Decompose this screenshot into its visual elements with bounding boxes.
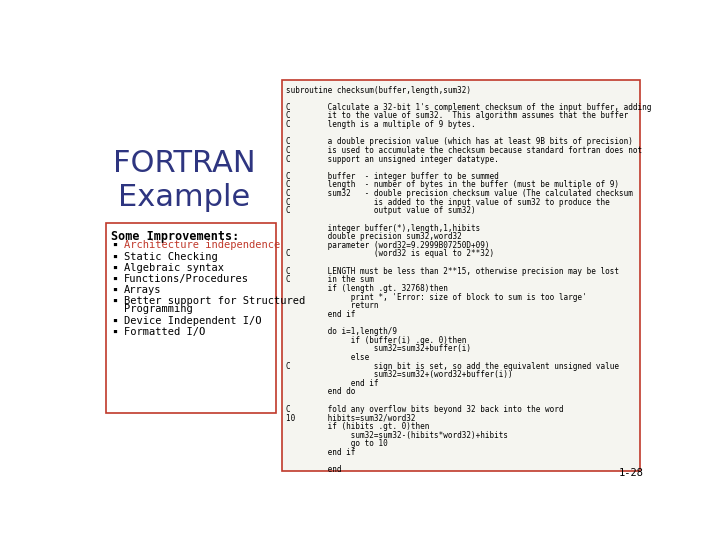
Text: Static Checking: Static Checking <box>124 252 218 261</box>
Text: C        LENGTH must be less than 2**15, otherwise precision may be lost: C LENGTH must be less than 2**15, otherw… <box>286 267 619 276</box>
Text: print *, 'Error: size of block to sum is too large': print *, 'Error: size of block to sum is… <box>286 293 587 301</box>
Text: C        it to the value of sum32.  This algorithm assumes that the buffer: C it to the value of sum32. This algorit… <box>286 111 629 120</box>
Text: ▪: ▪ <box>112 274 117 283</box>
Text: do i=1,length/9: do i=1,length/9 <box>286 327 397 336</box>
Text: ▪: ▪ <box>112 316 117 325</box>
FancyBboxPatch shape <box>106 224 276 413</box>
Text: sum32=sum32-(hibits*word32)+hibits: sum32=sum32-(hibits*word32)+hibits <box>286 430 508 440</box>
Text: sum32=sum32+(word32+buffer(i)): sum32=sum32+(word32+buffer(i)) <box>286 370 513 379</box>
Text: C        sum32   - double precision checksum value (The calculated checksum: C sum32 - double precision checksum valu… <box>286 189 633 198</box>
Text: double precision sum32,word32: double precision sum32,word32 <box>286 232 462 241</box>
Text: end if: end if <box>286 448 356 457</box>
Text: Programming: Programming <box>124 304 193 314</box>
Text: C                  sign bit is set, so add the equivalent unsigned value: C sign bit is set, so add the equivalent… <box>286 362 619 370</box>
Text: Formatted I/O: Formatted I/O <box>124 327 205 338</box>
Text: end: end <box>286 465 341 474</box>
Text: ▪: ▪ <box>112 240 117 249</box>
Text: C        support an unsigned integer datatype.: C support an unsigned integer datatype. <box>286 154 499 164</box>
Text: parameter (word32=9.2999B07250D+09): parameter (word32=9.2999B07250D+09) <box>286 241 490 250</box>
Text: C        a double precision value (which has at least 9B bits of precision): C a double precision value (which has at… <box>286 137 633 146</box>
Text: C        Calculate a 32-bit 1's complement checksum of the input buffer, adding: C Calculate a 32-bit 1's complement chec… <box>286 103 652 112</box>
Text: go to 10: go to 10 <box>286 439 388 448</box>
Text: if (length .gt. 32768)then: if (length .gt. 32768)then <box>286 284 448 293</box>
Text: Architecture independence: Architecture independence <box>124 240 280 251</box>
Text: ▪: ▪ <box>112 327 117 336</box>
Text: else: else <box>286 353 369 362</box>
FancyBboxPatch shape <box>282 80 640 471</box>
Text: C        buffer  - integer buffer to be summed: C buffer - integer buffer to be summed <box>286 172 499 181</box>
Text: end if: end if <box>286 379 379 388</box>
Text: C                  output value of sum32): C output value of sum32) <box>286 206 476 215</box>
Text: if (buffer(i) .ge. 0)then: if (buffer(i) .ge. 0)then <box>286 336 467 345</box>
Text: ▪: ▪ <box>112 252 117 260</box>
Text: C        length  - number of bytes in the buffer (must be multiple of 9): C length - number of bytes in the buffer… <box>286 180 619 190</box>
Text: end do: end do <box>286 387 356 396</box>
Text: C        fold any overflow bits beyond 32 back into the word: C fold any overflow bits beyond 32 back … <box>286 404 564 414</box>
Text: Arrays: Arrays <box>124 285 161 295</box>
Text: ▪: ▪ <box>112 296 117 305</box>
Text: Some Improvements:: Some Improvements: <box>111 230 239 242</box>
Text: C        in the sum: C in the sum <box>286 275 374 285</box>
Text: if (hibits .gt. 0)then: if (hibits .gt. 0)then <box>286 422 429 431</box>
Text: C                  (word32 is equal to 2**32): C (word32 is equal to 2**32) <box>286 249 494 259</box>
Text: Better support for Structured: Better support for Structured <box>124 296 305 306</box>
Text: end if: end if <box>286 310 356 319</box>
Text: sum32=sum32+buffer(i): sum32=sum32+buffer(i) <box>286 345 471 353</box>
Text: ▪: ▪ <box>112 285 117 294</box>
Text: Algebraic syntax: Algebraic syntax <box>124 262 224 273</box>
Text: C                  is added to the input value of sum32 to produce the: C is added to the input value of sum32 t… <box>286 198 610 207</box>
Text: 10       hibits=sum32/word32: 10 hibits=sum32/word32 <box>286 413 415 422</box>
Text: integer buffer(*),length,1,hibits: integer buffer(*),length,1,hibits <box>286 224 480 233</box>
Text: ▪: ▪ <box>112 262 117 272</box>
Text: C        length is a multiple of 9 bytes.: C length is a multiple of 9 bytes. <box>286 120 476 129</box>
Text: FORTRAN
Example: FORTRAN Example <box>113 149 256 212</box>
Text: C        is used to accumulate the checksum because standard fortran does not: C is used to accumulate the checksum bec… <box>286 146 642 155</box>
Text: 1-28: 1-28 <box>618 468 644 477</box>
Text: subroutine checksum(buffer,length,sum32): subroutine checksum(buffer,length,sum32) <box>286 85 471 94</box>
Text: return: return <box>286 301 379 310</box>
Text: Functions/Procedures: Functions/Procedures <box>124 274 249 284</box>
Text: Device Independent I/O: Device Independent I/O <box>124 316 261 326</box>
